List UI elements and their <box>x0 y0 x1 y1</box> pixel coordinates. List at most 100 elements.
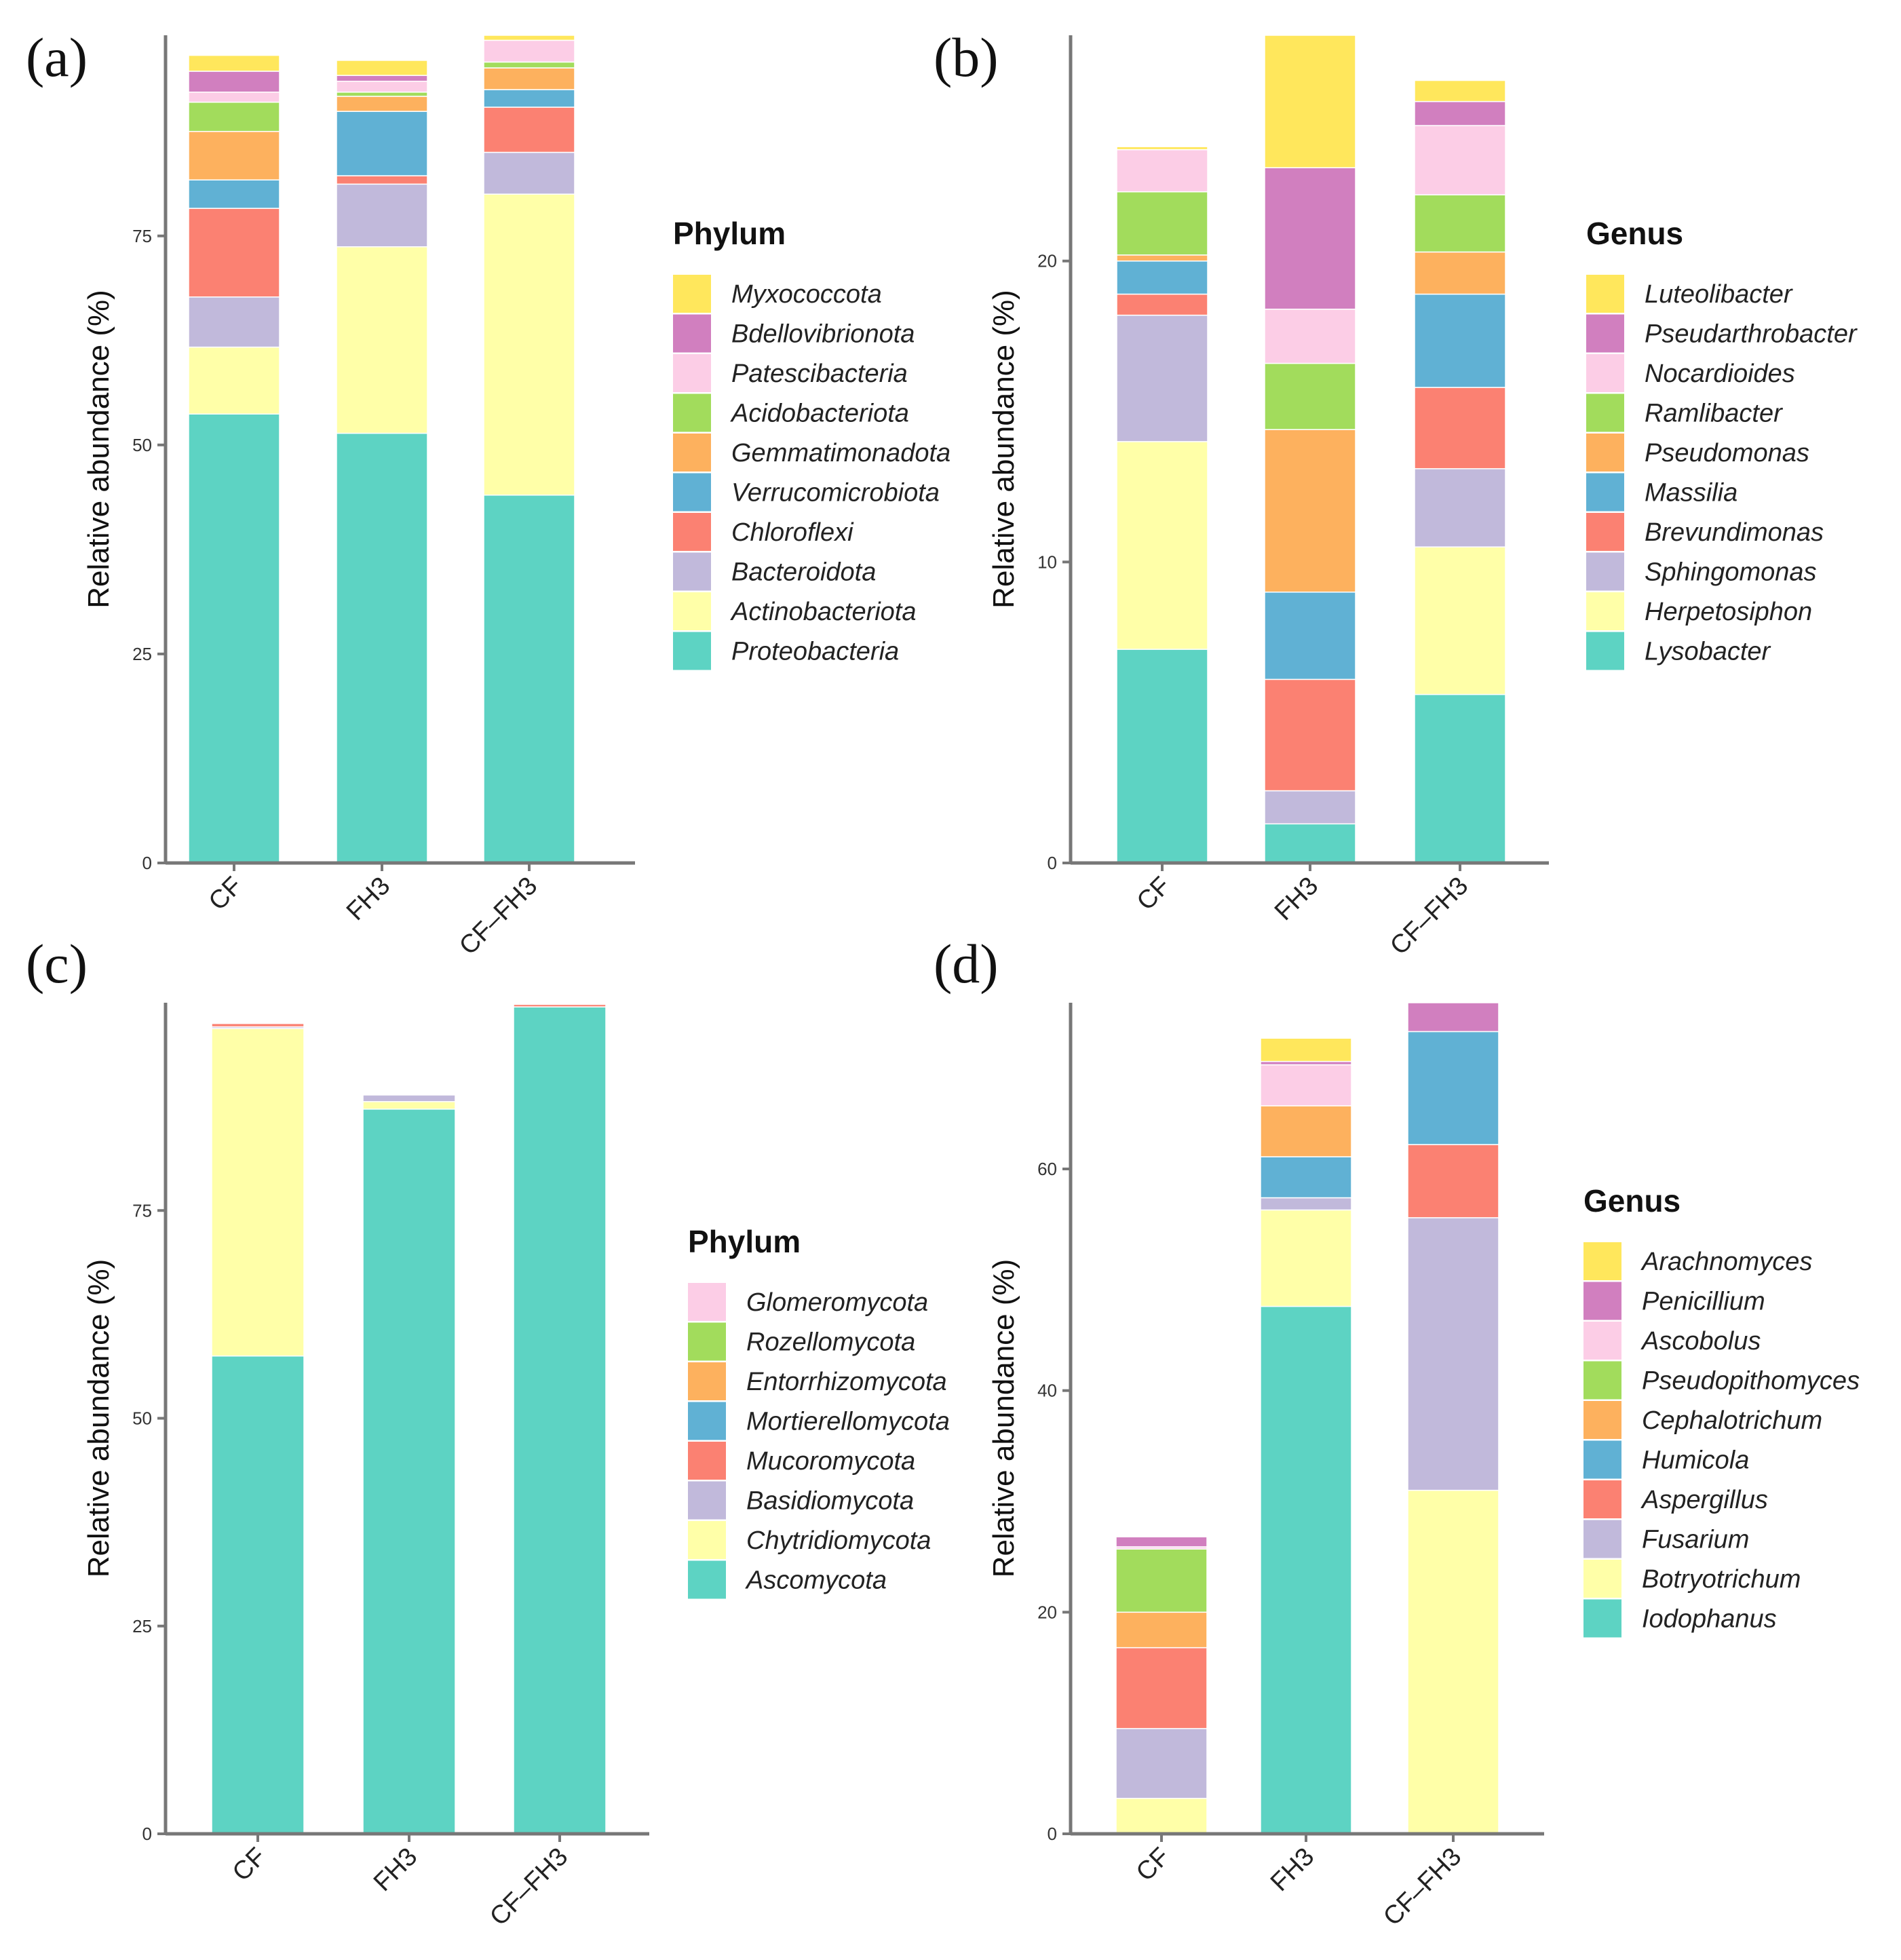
legend-label: Basidiomycota <box>746 1487 914 1516</box>
legend-label: Herpetosiphon <box>1645 598 1812 626</box>
bar-segment-fusarium <box>1115 1728 1208 1799</box>
legend-swatch <box>688 1283 726 1321</box>
legend-swatch <box>1586 314 1624 353</box>
bar-segment-bacteroidota <box>483 151 575 195</box>
y-tick-label: 25 <box>132 644 152 664</box>
bar-segment-penicillium <box>1115 1536 1208 1548</box>
bar-segment-gemmatimonadota <box>188 130 280 180</box>
legend-label: Patescibacteria <box>731 360 908 388</box>
x-category-label: CF–FH3 <box>454 872 543 961</box>
legend-swatch <box>688 1442 726 1480</box>
legend-title: Phylum <box>673 216 786 251</box>
bar-segment-nocardioides <box>1414 125 1506 195</box>
bar-segment-massilia <box>1116 260 1208 295</box>
legend-label: Cephalotrichum <box>1642 1406 1822 1435</box>
y-axis-label: Relative abundance (%) <box>987 1259 1020 1578</box>
legend-label: Lysobacter <box>1645 638 1771 666</box>
legend: Genus Arachnomyces Penicillium Ascobolus Pse… <box>1583 1183 1860 1638</box>
legend-swatch <box>673 473 711 512</box>
legend-label: Ramlibacter <box>1645 400 1783 428</box>
legend-swatch <box>673 632 711 670</box>
legend-label: Humicola <box>1642 1446 1749 1475</box>
y-tick-label: 50 <box>132 435 152 455</box>
bar-segment-luteolibacter <box>1264 35 1356 168</box>
legend-label: Ascobolus <box>1640 1327 1761 1356</box>
y-tick-label: 20 <box>1037 1602 1057 1622</box>
bar-segment-lysobacter <box>1264 823 1356 864</box>
legend-swatch <box>1586 632 1624 670</box>
bar-segment-sphingomonas <box>1264 790 1356 825</box>
panel-d: (d) 0 20 40 60 CF FH3 CF–FH3 Relative abundance … <box>934 933 1860 1932</box>
legend-swatch <box>673 592 711 630</box>
legend-swatch <box>1586 513 1624 551</box>
bar-segment-pseudarthrobacter <box>1264 167 1356 310</box>
legend-label: Chloroflexi <box>731 518 854 547</box>
bar-segment-proteobacteria <box>336 432 428 864</box>
x-category-label: CF–FH3 <box>1385 872 1474 961</box>
bar-segment-cephalotrichum <box>1260 1105 1352 1157</box>
bar-segment-sphingomonas <box>1414 468 1506 547</box>
bar-segment-botryotrichum <box>1407 1489 1499 1834</box>
legend-label: Bdellovibrionota <box>731 320 915 349</box>
legend: Genus Luteolibacter Pseudarthrobacter Nocar… <box>1586 216 1858 670</box>
legend-swatch <box>1586 434 1624 472</box>
legend-label: Rozellomycota <box>746 1328 915 1357</box>
y-axis-label: Relative abundance (%) <box>987 290 1020 609</box>
legend-label: Glomeromycota <box>746 1288 928 1317</box>
legend-label: Pseudopithomyces <box>1642 1367 1860 1396</box>
x-category-label: CF <box>227 1843 272 1887</box>
bar-segment-ascobolus <box>1260 1064 1352 1107</box>
bar-segment-luteolibacter <box>1116 146 1208 151</box>
legend-swatch <box>1583 1440 1621 1479</box>
y-tick-label: 0 <box>142 853 152 873</box>
panel-c: (c) 0 25 50 75 CF FH3 CF–FH3 Relative abundance … <box>26 933 950 1932</box>
bar-segment-humicola <box>1407 1031 1499 1145</box>
legend-label: Entorrhizomycota <box>746 1368 947 1396</box>
legend-swatch <box>1583 1520 1621 1558</box>
legend-title: Genus <box>1583 1183 1681 1218</box>
bar-segment-penicillium <box>1407 1002 1499 1033</box>
legend-swatch <box>1586 473 1624 512</box>
legend: Phylum Myxococcota Bdellovibrionota Patesci… <box>673 216 951 670</box>
bar-segment-pseudopithomyces <box>1115 1548 1208 1613</box>
bar-segment-basidiomycota <box>362 1094 456 1102</box>
bar-segment-herpetosiphon <box>1116 441 1208 650</box>
legend-label: Bacteroidota <box>731 558 876 587</box>
y-axis-label: Relative abundance (%) <box>82 290 115 609</box>
bar-segment-pseudomonas <box>1116 254 1208 262</box>
bar-segment-fusarium <box>1407 1217 1499 1491</box>
legend-label: Sphingomonas <box>1645 558 1817 587</box>
y-tick-label: 75 <box>132 226 152 246</box>
legend-swatch <box>688 1481 726 1520</box>
bar-segment-aspergillus <box>1115 1647 1208 1729</box>
bar-segment-lysobacter <box>1116 649 1208 864</box>
legend-label: Fusarium <box>1642 1526 1749 1554</box>
y-tick-label: 60 <box>1037 1159 1057 1179</box>
y-tick-label: 10 <box>1037 552 1057 572</box>
bar-segment-ramlibacter <box>1414 194 1506 253</box>
bar-segment-verrucomicrobiota <box>483 89 575 108</box>
bar-segment-patescibacteria <box>188 92 280 103</box>
y-tick-label: 50 <box>132 1408 152 1429</box>
legend-swatch <box>688 1560 726 1599</box>
bar-segment-iodophanus <box>1260 1305 1352 1834</box>
panel-letter: (b) <box>934 26 999 88</box>
legend-label: Luteolibacter <box>1645 280 1793 309</box>
legend-label: Mortierellomycota <box>746 1408 950 1436</box>
bar-segment-actinobacteriota <box>188 346 280 415</box>
legend-swatch <box>1583 1401 1621 1439</box>
legend-label: Pseudarthrobacter <box>1645 320 1858 349</box>
bar-segment-herpetosiphon <box>1414 546 1506 695</box>
y-tick-label: 40 <box>1037 1381 1057 1401</box>
bar-segment-patescibacteria <box>483 39 575 63</box>
bar-segment-chytridiomycota <box>211 1028 305 1357</box>
legend-label: Myxococcota <box>731 280 882 309</box>
legend-swatch <box>673 314 711 353</box>
legend-label: Penicillium <box>1642 1288 1765 1316</box>
legend: Phylum Glomeromycota Rozellomycota Entorrhi… <box>688 1224 950 1599</box>
legend-label: Chytridiomycota <box>746 1526 931 1555</box>
legend-label: Ascomycota <box>745 1567 887 1595</box>
bar-segment-actinobacteriota <box>336 246 428 434</box>
bar-segment-chloroflexi <box>336 175 428 185</box>
bar-segment-brevundimonas <box>1414 387 1506 469</box>
